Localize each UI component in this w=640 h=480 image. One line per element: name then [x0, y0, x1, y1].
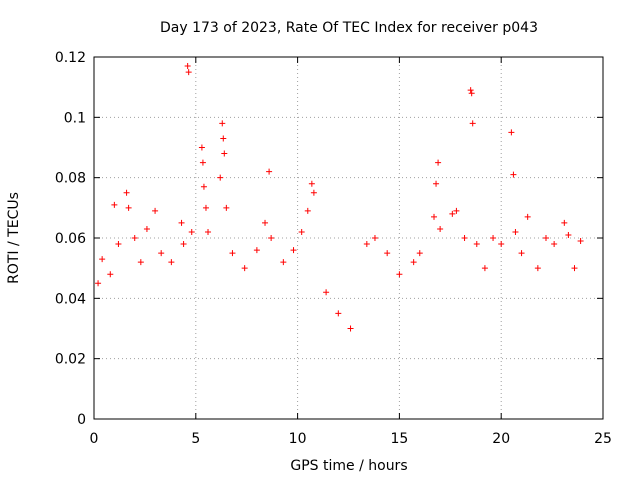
data-point [168, 259, 175, 266]
data-point [152, 207, 159, 214]
data-point [178, 219, 185, 226]
data-point [241, 265, 248, 272]
data-point [229, 250, 236, 257]
y-tick-label: 0.08 [55, 171, 86, 187]
data-point [111, 201, 118, 208]
data-point [437, 225, 444, 232]
data-point [253, 247, 260, 254]
data-point [188, 228, 195, 235]
data-point [290, 247, 297, 254]
y-tick-label: 0 [77, 412, 86, 428]
data-point [217, 174, 224, 181]
data-point [198, 144, 205, 151]
data-point [347, 325, 354, 332]
x-tick-label: 10 [289, 431, 307, 447]
data-point [435, 159, 442, 166]
data-point [363, 241, 370, 248]
data-point [202, 204, 209, 211]
data-point [461, 235, 468, 241]
data-point [498, 241, 505, 248]
data-point [571, 265, 578, 272]
x-tick-label: 25 [594, 431, 612, 447]
data-point [508, 129, 515, 136]
axis-ticks: 0 5 10 15 20 25 0 0.02 0.04 0.06 0.08 0.1 0.12 [55, 50, 612, 447]
data-point [335, 310, 342, 317]
data-point [280, 259, 287, 266]
data-point [200, 183, 207, 190]
data-point [304, 207, 311, 214]
data-point [467, 87, 474, 94]
data-point [384, 250, 391, 257]
y-tick-label: 0.04 [55, 291, 86, 307]
data-point [534, 265, 541, 272]
data-point [266, 168, 273, 175]
data-point [551, 241, 558, 248]
data-point [416, 250, 423, 257]
y-tick-label: 0.12 [55, 50, 86, 66]
x-axis-label: GPS time / hours [290, 458, 407, 474]
data-point [433, 180, 440, 187]
data-point [510, 171, 517, 178]
data-point [180, 241, 187, 248]
data-point [298, 228, 305, 235]
data-point [310, 189, 317, 196]
data-point [158, 250, 165, 257]
data-point [125, 204, 132, 211]
data-point [199, 159, 206, 166]
data-point [518, 250, 525, 257]
data-point [561, 219, 568, 226]
data-point [469, 120, 476, 127]
data-point [323, 289, 330, 296]
data-point [542, 235, 549, 241]
data-point [468, 90, 475, 97]
data-point [223, 204, 230, 211]
data-point [131, 235, 138, 241]
x-tick-label: 0 [90, 431, 99, 447]
data-point [219, 120, 226, 127]
y-tick-label: 0.02 [55, 352, 86, 368]
data-point [577, 238, 584, 245]
x-tick-label: 5 [191, 431, 200, 447]
data-point [453, 207, 460, 214]
data-point [490, 235, 497, 241]
data-point [268, 235, 275, 241]
x-tick-label: 20 [492, 431, 510, 447]
data-point [95, 280, 102, 287]
data-point [449, 210, 456, 217]
data-point [473, 241, 480, 248]
data-point [184, 63, 191, 70]
data-points [95, 63, 584, 332]
data-point [221, 150, 228, 157]
data-point [396, 271, 403, 278]
data-point [524, 213, 531, 220]
y-tick-label: 0.06 [55, 231, 86, 247]
x-tick-label: 15 [390, 431, 408, 447]
data-point [205, 228, 212, 235]
data-point [115, 241, 122, 248]
chart-title: Day 173 of 2023, Rate Of TEC Index for r… [160, 20, 538, 36]
data-point [371, 235, 378, 241]
data-point [143, 225, 150, 232]
data-point [123, 189, 130, 196]
y-axis-label: ROTI / TECUs [6, 192, 22, 284]
data-point [431, 213, 438, 220]
data-point [410, 259, 417, 266]
data-point [262, 219, 269, 226]
data-point [565, 231, 572, 238]
data-point [99, 256, 106, 263]
y-tick-label: 0.1 [64, 110, 86, 126]
data-point [481, 265, 488, 272]
data-point [185, 69, 192, 76]
data-point [308, 180, 315, 187]
data-point [220, 135, 227, 142]
data-point [512, 228, 519, 235]
data-point [137, 259, 144, 266]
grid-lines [94, 57, 603, 419]
data-point [107, 271, 114, 278]
